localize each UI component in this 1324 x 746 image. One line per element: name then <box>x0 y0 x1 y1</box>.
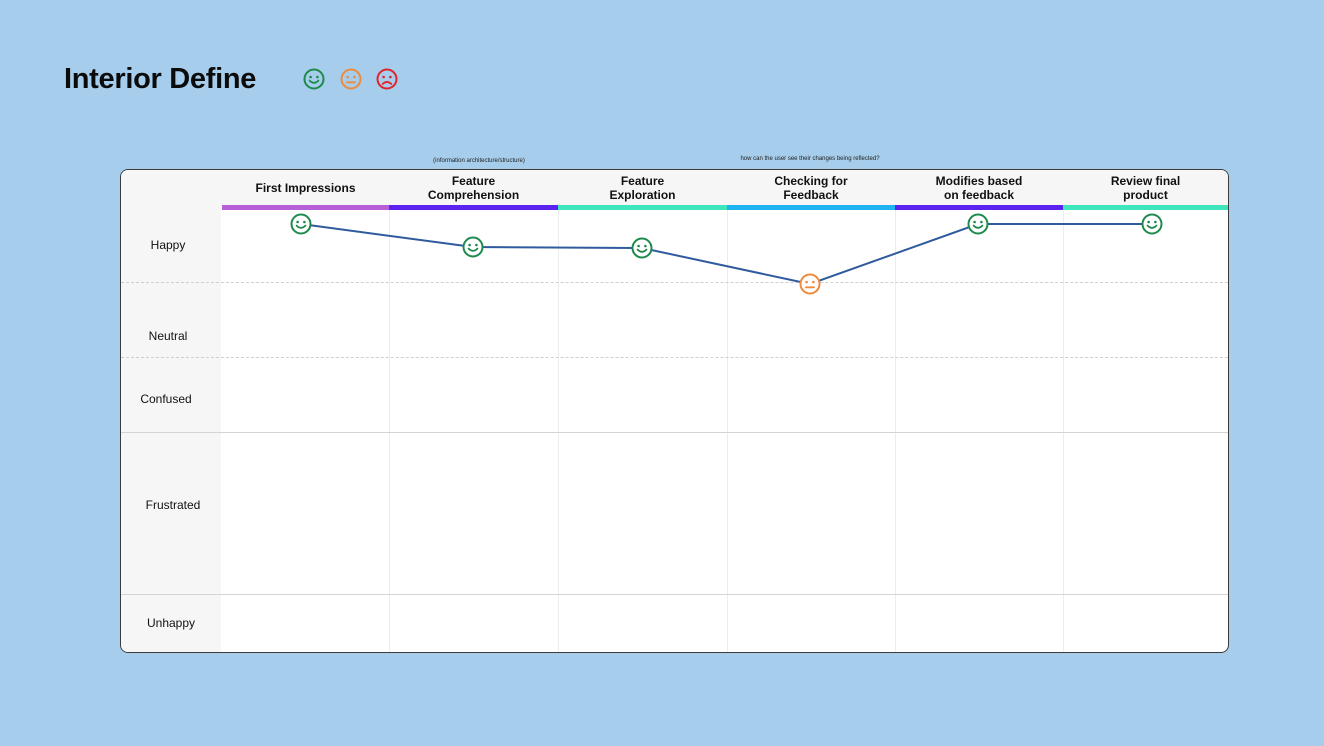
happy-face-marker <box>631 237 653 259</box>
page-title: Interior Define <box>64 63 257 95</box>
happy-face-marker <box>967 213 989 235</box>
column-divider <box>389 210 390 652</box>
row-divider <box>121 594 1228 595</box>
row-divider <box>121 432 1228 433</box>
journey-line-chart <box>290 213 1163 295</box>
stage-header-feature-exploration: Feature Exploration <box>609 174 676 202</box>
stage-header-review-final: Review final product <box>1110 174 1181 202</box>
neutral-face-icon <box>340 68 362 90</box>
row-label-column <box>121 170 221 652</box>
note-checking-feedback: how can the user see their changes being… <box>740 156 880 162</box>
row-label-frustrated: Frustrated <box>145 498 201 512</box>
happy-face-marker <box>1141 213 1163 235</box>
stage-header-checking-feedback: Checking for Feedback <box>774 174 848 202</box>
row-divider <box>121 282 1228 283</box>
column-divider <box>1063 210 1064 652</box>
note-feature-comprehension: (information architecture/structure) <box>433 158 525 164</box>
column-divider <box>895 210 896 652</box>
column-divider <box>558 210 559 652</box>
stage-color-bar <box>558 205 727 210</box>
stage-color-bar <box>222 205 389 210</box>
stage-header-modifies-feedback: Modifies based on feedback <box>935 174 1023 202</box>
row-label-happy: Happy <box>150 238 186 252</box>
stage-header-feature-comprehension: Feature Comprehension <box>427 174 520 202</box>
row-label-confused: Confused <box>140 392 192 406</box>
row-label-unhappy: Unhappy <box>146 616 196 630</box>
stage-header-first-impressions: First Impressions <box>255 181 356 195</box>
journey-line <box>300 223 1152 286</box>
stage-color-bar <box>389 205 558 210</box>
happy-face-marker <box>290 213 312 235</box>
neutral-face-marker <box>799 273 821 295</box>
happy-face-icon <box>303 68 325 90</box>
stage-color-bar <box>727 205 895 210</box>
row-label-neutral: Neutral <box>148 329 188 343</box>
stage-color-bar <box>1063 205 1228 210</box>
row-divider <box>121 357 1228 358</box>
header-row <box>221 170 1228 206</box>
stage-color-bar <box>895 205 1063 210</box>
journey-map-board: First Impressions Feature Comprehension … <box>120 169 1229 653</box>
sad-face-icon <box>376 68 398 90</box>
happy-face-marker <box>462 236 484 258</box>
column-divider <box>727 210 728 652</box>
